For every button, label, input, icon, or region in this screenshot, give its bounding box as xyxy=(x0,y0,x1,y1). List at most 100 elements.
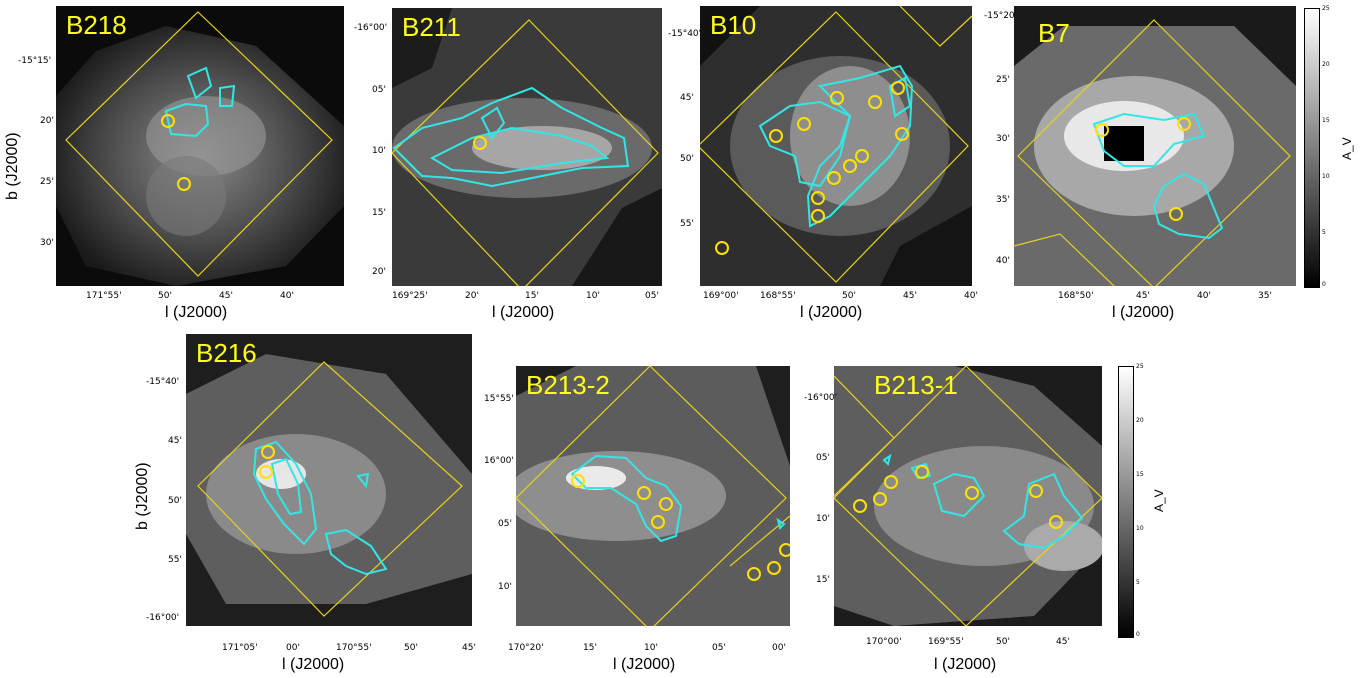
y-tick: 05' xyxy=(498,519,512,529)
source-circle xyxy=(1177,117,1191,131)
x-tick: 170°00' xyxy=(866,637,902,647)
source-circle xyxy=(1095,123,1109,137)
x-tick: 171°05' xyxy=(222,643,258,653)
x-tick: 40' xyxy=(1197,291,1211,301)
source-circle xyxy=(637,486,651,500)
colorbar-tick: 20 xyxy=(1322,61,1330,68)
contour xyxy=(1002,472,1084,550)
contour xyxy=(219,84,236,107)
map-b7-svg xyxy=(1014,6,1296,286)
source-circle xyxy=(1049,515,1063,529)
y-tick: 16°00' xyxy=(484,456,514,466)
contour xyxy=(758,100,852,188)
panel-title: B211 xyxy=(402,12,461,42)
contour xyxy=(932,472,986,518)
x-tick: 169°55' xyxy=(928,637,964,647)
source-circle xyxy=(261,445,275,459)
source-circle xyxy=(895,127,909,141)
source-circle xyxy=(659,497,673,511)
dust-core xyxy=(146,96,266,176)
source-circle xyxy=(779,543,790,557)
contour xyxy=(806,64,914,228)
colorbar-tick: 0 xyxy=(1136,631,1140,638)
panel-title: B213-2 xyxy=(526,370,610,400)
dust-void xyxy=(572,188,662,286)
source-circle xyxy=(651,515,665,529)
x-tick: 00' xyxy=(772,643,786,653)
y-tick: -16°00' xyxy=(804,393,838,403)
x-tick: 170°20' xyxy=(508,643,544,653)
y-tick: 45' xyxy=(680,93,694,103)
contour xyxy=(888,76,912,118)
map-b10-svg xyxy=(700,6,972,286)
colorbar-tick: 0 xyxy=(1322,281,1326,288)
y-tick: 50' xyxy=(168,496,182,506)
x-tick: 40' xyxy=(280,291,294,301)
x-tick: 10' xyxy=(644,643,658,653)
colorbar-tick: 15 xyxy=(1136,471,1144,478)
y-tick: 10' xyxy=(372,146,386,156)
x-axis-label: l (J2000) xyxy=(282,656,345,673)
y-tick: 35' xyxy=(996,195,1010,205)
source-circle xyxy=(811,191,825,205)
source-circle xyxy=(884,475,898,489)
survey-outline xyxy=(834,375,895,497)
source-circle xyxy=(767,561,781,575)
dust-core xyxy=(516,451,726,541)
x-tick: 168°55' xyxy=(760,291,796,301)
survey-outline xyxy=(197,361,463,617)
map-b216-svg xyxy=(186,334,472,626)
source-circle xyxy=(827,171,841,185)
x-tick: 45' xyxy=(903,291,917,301)
x-tick: 169°00' xyxy=(703,291,739,301)
source-circle xyxy=(473,136,487,150)
contour xyxy=(252,440,318,546)
y-tick: 55' xyxy=(680,219,694,229)
panel-title: B10 xyxy=(710,10,757,40)
y-tick: 50' xyxy=(680,154,694,164)
x-tick: 15' xyxy=(583,643,597,653)
source-circle xyxy=(747,567,761,581)
dust-core xyxy=(1024,521,1102,571)
y-tick: -15°15' xyxy=(18,56,52,66)
source-circle xyxy=(811,209,825,223)
map-b213-2: B213-2 xyxy=(516,366,790,626)
x-axis-label: l (J2000) xyxy=(165,304,228,321)
y-tick: 15°55' xyxy=(484,394,514,404)
map-b213-1: B213-1 xyxy=(834,366,1102,626)
source-circle xyxy=(891,81,905,95)
x-tick: 20' xyxy=(465,291,479,301)
colorbar-tick: 15 xyxy=(1322,117,1330,124)
dust-core xyxy=(472,126,612,170)
source-circle xyxy=(853,499,867,513)
source-circle xyxy=(843,159,857,173)
y-axis-label: b (J2000) xyxy=(134,462,151,530)
panel-title: B213-1 xyxy=(874,370,958,400)
x-tick: 45' xyxy=(219,291,233,301)
survey-outline xyxy=(700,11,969,283)
x-axis-label: l (J2000) xyxy=(492,304,555,321)
x-tick: 50' xyxy=(996,637,1010,647)
source-circle xyxy=(177,177,191,191)
map-b218-svg xyxy=(56,11,344,286)
contour xyxy=(356,472,370,489)
source-circle xyxy=(830,91,844,105)
y-tick: -15°20' xyxy=(984,11,1018,21)
x-tick: 171°55' xyxy=(86,291,122,301)
y-tick: 55' xyxy=(168,555,182,565)
contour xyxy=(392,86,630,188)
source-circle xyxy=(797,117,811,131)
y-tick: 10' xyxy=(498,582,512,592)
source-circle xyxy=(161,114,175,128)
x-tick: 35' xyxy=(1258,291,1272,301)
y-tick: 20' xyxy=(372,267,386,277)
source-circle xyxy=(769,129,783,143)
panel-title: B7 xyxy=(1038,18,1070,48)
colorbar-tick: 10 xyxy=(1136,525,1144,532)
source-circle xyxy=(1169,207,1183,221)
source-circle xyxy=(873,492,887,506)
x-tick: 169°25' xyxy=(392,291,428,301)
map-b211: B211 xyxy=(392,8,662,286)
survey-outline xyxy=(899,6,972,47)
source-circle xyxy=(571,474,585,488)
